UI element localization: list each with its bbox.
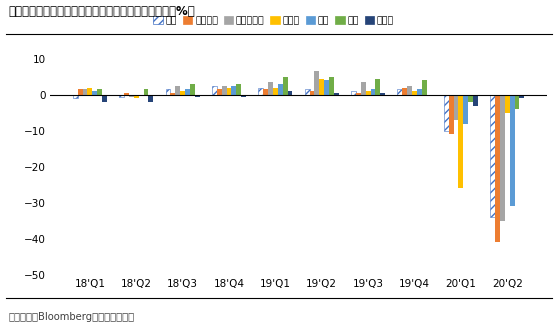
Bar [185,89,190,95]
Bar [505,95,509,113]
Bar [402,88,407,95]
Bar [129,95,134,96]
Bar [495,95,500,242]
Text: 图：北美主要类型的连锁餐厅同店销售同比下降情况（%）: 图：北美主要类型的连锁餐厅同店销售同比下降情况（%） [8,5,195,18]
Bar [519,95,525,98]
Bar [119,95,124,96]
Bar [278,84,283,95]
Bar [473,95,478,106]
Bar [305,89,310,95]
Bar [417,89,422,95]
Bar [180,91,185,95]
Bar [273,88,278,95]
Bar [509,95,514,206]
Bar [241,95,246,96]
Bar [319,78,324,95]
Text: 数据来源：Bloomberg，老虎证券整理: 数据来源：Bloomberg，老虎证券整理 [8,312,134,322]
Bar [236,84,241,95]
Bar [83,89,88,95]
Bar [356,93,361,95]
Bar [92,91,97,95]
Bar [380,93,385,95]
Bar [268,82,273,95]
Bar [148,95,153,102]
Bar [314,71,319,95]
Bar [166,89,170,95]
Bar [371,89,376,95]
Bar [102,95,107,102]
Bar [195,95,200,96]
Bar [222,86,227,95]
Bar [212,86,217,95]
Bar [334,93,339,95]
Bar [468,95,473,102]
Bar [422,80,427,95]
Bar [407,86,412,95]
Bar [88,88,92,95]
Bar [134,95,138,98]
Bar [258,88,263,95]
Bar [263,89,268,95]
Bar [73,95,78,98]
Bar [324,80,329,95]
Bar [514,95,519,109]
Bar [310,91,314,95]
Bar [78,89,83,95]
Legend: 总体, 休闲餐厅, 咖啡和小食, 家常菜, 简餐, 快餐, 高档餐: 总体, 休闲餐厅, 咖啡和小食, 家常菜, 简餐, 快餐, 高档餐 [153,16,394,25]
Bar [376,78,380,95]
Bar [444,95,449,131]
Bar [361,82,365,95]
Bar [329,77,334,95]
Bar [175,86,180,95]
Bar [454,95,459,120]
Bar [170,93,175,95]
Bar [190,84,195,95]
Bar [463,95,468,124]
Bar [500,95,505,221]
Bar [124,93,129,95]
Bar [459,95,463,188]
Bar [365,91,371,95]
Bar [412,91,417,95]
Bar [490,95,495,217]
Bar [143,89,148,95]
Bar [397,89,402,95]
Bar [287,91,292,95]
Bar [97,89,102,95]
Bar [232,86,236,95]
Bar [449,95,454,134]
Bar [351,91,356,95]
Bar [283,77,287,95]
Bar [217,89,222,95]
Bar [227,88,232,95]
